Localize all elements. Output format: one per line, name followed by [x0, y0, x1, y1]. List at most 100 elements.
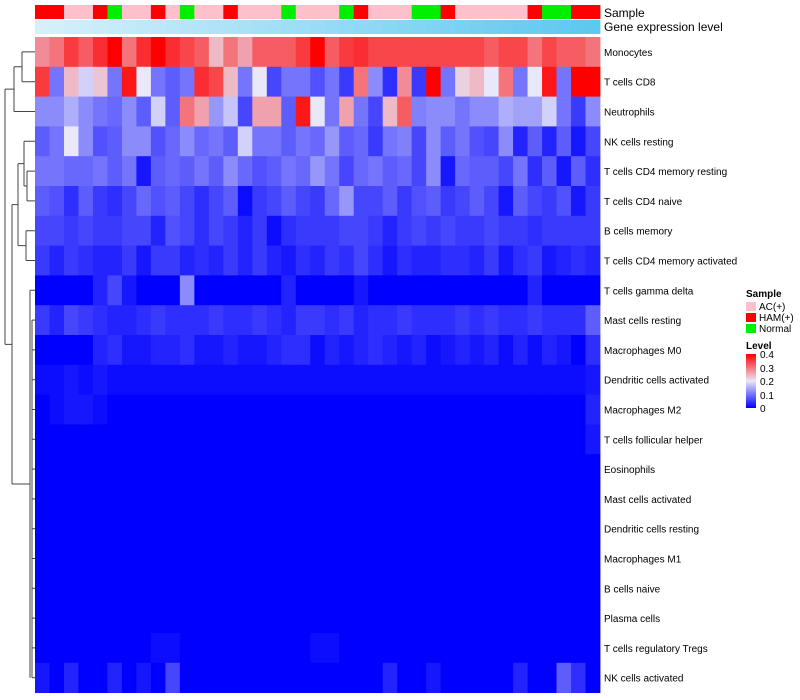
- heatmap-cell: [107, 37, 123, 68]
- heatmap-cell: [92, 186, 108, 217]
- heatmap-cell: [527, 305, 543, 336]
- heatmap-cell: [382, 96, 398, 127]
- heatmap-cell: [527, 96, 543, 127]
- dendrogram-branch: [11, 204, 30, 485]
- gene-level-annotation-cell: [556, 20, 572, 34]
- heatmap-cell: [92, 126, 108, 157]
- heatmap-cell: [208, 513, 224, 544]
- heatmap-cell: [237, 66, 253, 97]
- heatmap-cell: [527, 364, 543, 395]
- heatmap-cell: [426, 454, 442, 485]
- heatmap-cell: [165, 454, 181, 485]
- sample-annotation-cell: [150, 5, 166, 19]
- heatmap-cell: [513, 513, 528, 544]
- heatmap-cell: [281, 66, 297, 97]
- heatmap-cell: [165, 126, 181, 157]
- heatmap-cell: [165, 186, 181, 217]
- gene-level-annotation-cell: [107, 20, 123, 34]
- heatmap-cells: [35, 37, 601, 693]
- heatmap-cell: [237, 424, 253, 455]
- heatmap-cell: [411, 126, 427, 157]
- heatmap-cell: [150, 305, 166, 336]
- heatmap-cell: [397, 454, 413, 485]
- heatmap-cell: [498, 305, 514, 336]
- heatmap-cell: [136, 394, 152, 425]
- heatmap-cell: [150, 573, 166, 604]
- heatmap-cell: [121, 543, 137, 574]
- heatmap-cell: [339, 484, 355, 515]
- gene-level-annotation-cell: [165, 20, 181, 34]
- heatmap-cell: [368, 305, 384, 336]
- heatmap-cell: [469, 633, 485, 664]
- heatmap-cell: [426, 335, 442, 366]
- heatmap-cell: [527, 603, 543, 634]
- heatmap-cell: [397, 424, 413, 455]
- heatmap-cell: [513, 37, 528, 68]
- gene-level-annotation-cell: [397, 20, 413, 34]
- heatmap-cell: [295, 335, 311, 366]
- heatmap-cell: [35, 305, 50, 336]
- heatmap-cell: [397, 96, 413, 127]
- heatmap-cell: [281, 543, 297, 574]
- heatmap-cell: [455, 484, 471, 515]
- heatmap-cell: [513, 335, 528, 366]
- heatmap-cell: [498, 66, 514, 97]
- heatmap-cell: [426, 126, 442, 157]
- heatmap-cell: [252, 364, 268, 395]
- heatmap-cell: [513, 215, 528, 246]
- heatmap-cell: [252, 156, 268, 187]
- heatmap-cell: [556, 513, 572, 544]
- heatmap-cell: [513, 633, 528, 664]
- heatmap-cell: [121, 454, 137, 485]
- heatmap-cell: [382, 454, 398, 485]
- heatmap-cell: [237, 543, 253, 574]
- heatmap-cell: [107, 424, 123, 455]
- heatmap-cell: [310, 424, 326, 455]
- heatmap-cell: [527, 454, 543, 485]
- heatmap-cell: [353, 66, 369, 97]
- heatmap-cell: [223, 215, 239, 246]
- gene-level-annotation-cell: [571, 20, 586, 34]
- heatmap-cell: [208, 662, 224, 693]
- gene-level-annotation-cell: [498, 20, 514, 34]
- heatmap-cell: [368, 573, 384, 604]
- heatmap-cell: [411, 37, 427, 68]
- heatmap-cell: [368, 454, 384, 485]
- heatmap-cell: [194, 513, 210, 544]
- heatmap-cell: [107, 275, 123, 306]
- row-label: Macrophages M0: [604, 346, 682, 357]
- heatmap-cell: [252, 603, 268, 634]
- heatmap-cell: [556, 335, 572, 366]
- heatmap-cell: [35, 156, 50, 187]
- heatmap-cell: [571, 215, 586, 246]
- heatmap-cell: [585, 573, 601, 604]
- gene-level-annotation-cell: [527, 20, 543, 34]
- heatmap-cell: [411, 484, 427, 515]
- heatmap-cell: [440, 394, 456, 425]
- dendrogram-branch: [26, 170, 35, 202]
- row-label: Monocytes: [604, 48, 652, 59]
- heatmap-cell: [571, 186, 586, 217]
- heatmap-cell: [571, 335, 586, 366]
- sample-annotation-cell: [63, 5, 79, 19]
- row-label: T cells gamma delta: [604, 286, 694, 297]
- heatmap-cell: [469, 662, 485, 693]
- heatmap-cell: [527, 245, 543, 276]
- heatmap-cell: [194, 662, 210, 693]
- heatmap-cell: [237, 126, 253, 157]
- heatmap-cell: [121, 275, 137, 306]
- heatmap-cell: [63, 662, 79, 693]
- heatmap-cell: [527, 126, 543, 157]
- heatmap-cell: [136, 513, 152, 544]
- heatmap-cell: [353, 335, 369, 366]
- heatmap-cell: [571, 662, 586, 693]
- heatmap-cell: [513, 364, 528, 395]
- heatmap-cell: [295, 96, 311, 127]
- heatmap-cell: [324, 633, 340, 664]
- row-label: Eosinophils: [604, 465, 655, 476]
- heatmap-cell: [281, 484, 297, 515]
- heatmap-cell: [324, 543, 340, 574]
- heatmap-cell: [223, 394, 239, 425]
- heatmap-cell: [78, 66, 94, 97]
- heatmap-cell: [440, 186, 456, 217]
